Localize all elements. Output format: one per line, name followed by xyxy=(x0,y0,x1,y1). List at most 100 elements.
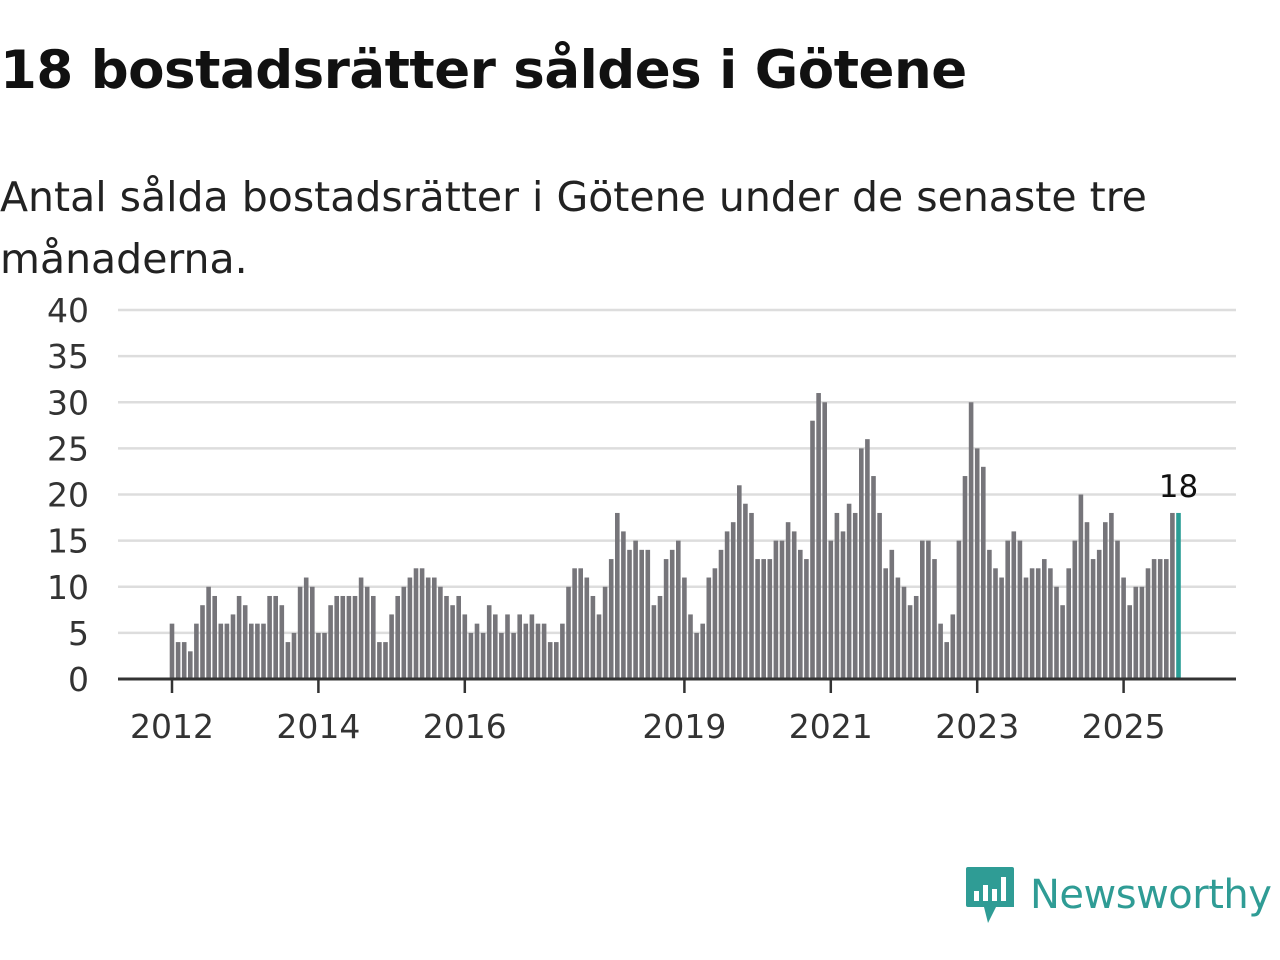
newsworthy-icon xyxy=(966,867,1014,923)
bar xyxy=(486,605,492,679)
bar xyxy=(1170,512,1175,679)
bar xyxy=(169,623,175,679)
bar xyxy=(767,559,773,679)
bar xyxy=(804,559,809,679)
bar xyxy=(181,642,187,679)
bar xyxy=(523,623,529,679)
x-tick-label: 2023 xyxy=(935,707,1019,746)
bar xyxy=(968,402,974,679)
bar xyxy=(932,559,937,679)
bar xyxy=(285,642,291,679)
newsworthy-logo: Newsworthy xyxy=(964,865,1272,925)
bar xyxy=(1164,559,1169,679)
bar xyxy=(358,577,364,679)
bar xyxy=(371,595,376,679)
bar xyxy=(657,595,663,679)
chart-bars xyxy=(169,393,1181,679)
bar xyxy=(560,623,565,679)
bar xyxy=(175,642,181,679)
bar xyxy=(188,651,193,679)
bar xyxy=(755,559,760,679)
y-tick-label: 25 xyxy=(47,429,89,468)
bar xyxy=(602,586,608,679)
bar xyxy=(1066,568,1071,679)
bar xyxy=(608,559,614,679)
bar xyxy=(852,512,858,679)
bar xyxy=(785,522,791,679)
bar xyxy=(474,623,480,679)
bar xyxy=(316,632,321,679)
bar xyxy=(956,540,962,679)
x-axis: 2012 2014 2016 2019 2021 2023 2025 xyxy=(118,677,1236,746)
bar xyxy=(249,623,254,679)
bar xyxy=(871,476,876,679)
bar xyxy=(627,549,632,679)
bar xyxy=(865,439,870,679)
bar xyxy=(224,623,230,679)
bar xyxy=(883,568,888,679)
bar xyxy=(828,540,834,679)
bar xyxy=(761,559,766,679)
bar xyxy=(401,586,407,679)
bar xyxy=(596,614,602,679)
chart-title: 18 bostadsrätter såldes i Götene xyxy=(0,40,967,101)
data-label-latest: 18 xyxy=(1159,469,1198,505)
bar xyxy=(462,614,468,679)
bar xyxy=(907,605,913,679)
x-tick-label: 2014 xyxy=(276,707,360,746)
y-tick-label: 40 xyxy=(47,291,89,330)
bar xyxy=(938,623,943,679)
bar xyxy=(724,531,730,679)
bar xyxy=(419,568,425,679)
bar xyxy=(206,586,211,679)
bar xyxy=(859,448,864,679)
bar xyxy=(1133,586,1139,679)
bar-highlight xyxy=(1176,512,1181,679)
bar xyxy=(480,632,486,679)
bar xyxy=(529,614,535,679)
bar xyxy=(950,614,956,679)
bar xyxy=(810,420,815,679)
bar xyxy=(547,642,553,679)
bar xyxy=(730,522,736,679)
y-tick-label: 5 xyxy=(68,614,89,653)
bar xyxy=(438,586,443,679)
bar xyxy=(383,642,388,679)
y-tick-label: 30 xyxy=(47,383,89,422)
bar xyxy=(816,393,821,679)
bar xyxy=(1115,540,1120,679)
x-tick-label: 2016 xyxy=(423,707,507,746)
bar xyxy=(364,586,370,679)
bar xyxy=(468,632,474,679)
bar xyxy=(413,568,419,679)
bar xyxy=(700,623,705,679)
bar xyxy=(566,586,571,679)
bar xyxy=(669,549,675,679)
bar xyxy=(1035,568,1041,679)
bar xyxy=(541,623,547,679)
bar xyxy=(377,642,382,679)
bar xyxy=(1139,586,1145,679)
bar xyxy=(743,503,748,679)
bar xyxy=(303,577,309,679)
bar xyxy=(334,595,339,679)
bar xyxy=(1096,549,1102,679)
bar xyxy=(621,531,626,679)
brand-name: Newsworthy xyxy=(1030,872,1272,918)
bar xyxy=(718,549,724,679)
bar xyxy=(261,623,266,679)
y-tick-label: 10 xyxy=(47,568,89,607)
bar xyxy=(1151,559,1157,679)
bar xyxy=(1017,540,1023,679)
bar xyxy=(407,577,413,679)
bar xyxy=(1072,540,1078,679)
bar xyxy=(1103,522,1108,679)
y-tick-label: 15 xyxy=(47,522,89,561)
bar xyxy=(505,614,510,679)
bar xyxy=(987,549,992,679)
bar xyxy=(1011,531,1017,679)
bar xyxy=(425,577,431,679)
bar xyxy=(273,595,278,679)
bar xyxy=(267,595,272,679)
bar xyxy=(291,632,297,679)
